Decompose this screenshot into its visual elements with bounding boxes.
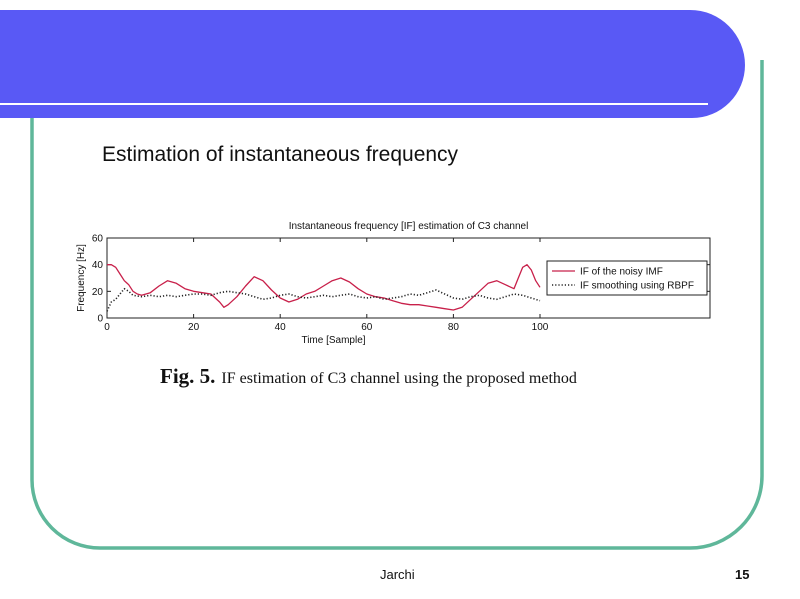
x-axis-label: Time [Sample]	[301, 335, 365, 346]
figure-caption: Fig. 5. IF estimation of C3 channel using…	[160, 364, 577, 389]
caption-figure-number: Fig. 5.	[160, 364, 216, 388]
x-tick-label: 60	[361, 322, 373, 333]
slide-border	[30, 60, 764, 550]
page-number: 15	[735, 567, 750, 582]
x-tick-label: 0	[104, 322, 110, 333]
x-tick-label: 80	[448, 322, 460, 333]
series-line-2	[106, 287, 541, 312]
x-tick-label: 40	[275, 322, 287, 333]
x-tick-label: 20	[188, 322, 200, 333]
header-banner	[0, 10, 745, 118]
footer-author: Jarchi	[380, 567, 415, 582]
legend-label-1: IF of the noisy IMF	[580, 267, 663, 278]
x-tick-label: 100	[532, 322, 549, 333]
caption-text: IF estimation of C3 channel using the pr…	[221, 370, 577, 387]
y-tick-label: 20	[92, 287, 104, 298]
if-chart: Instantaneous frequency [IF] estimation …	[76, 221, 711, 346]
legend-label-2: IF smoothing using RBPF	[580, 281, 694, 292]
y-tick-label: 40	[92, 260, 104, 271]
slide-title: Estimation of instantaneous frequency	[102, 143, 459, 166]
y-tick-label: 60	[92, 234, 104, 245]
chart-title: Instantaneous frequency [IF] estimation …	[289, 221, 529, 232]
y-axis-label: Frequency [Hz]	[76, 244, 87, 312]
series-line-1	[107, 264, 541, 311]
legend-box	[546, 260, 708, 296]
y-tick-label: 0	[97, 314, 103, 325]
